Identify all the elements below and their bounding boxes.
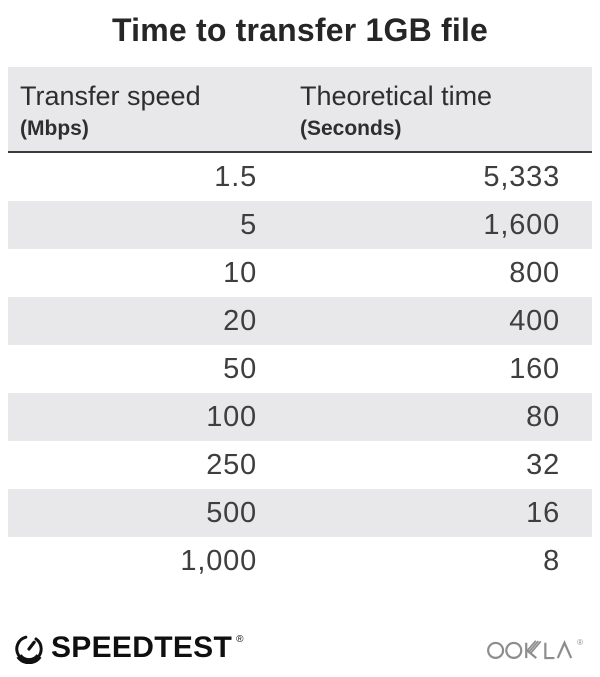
cell-theoretical-time: 1,600 [483,208,560,241]
cell-transfer-speed: 10 [223,256,257,289]
ookla-wordmark-icon [487,639,573,659]
cell-theoretical-time: 400 [509,304,560,337]
table-row: 500 16 [8,489,592,537]
table-row: 50 160 [8,345,592,393]
table-row: 100 80 [8,393,592,441]
column-header-label: Transfer speed [20,81,201,111]
table-body: 1.5 5,333 5 1,600 10 800 20 400 50 160 100 80 250 32 5… [8,153,592,585]
column-header-theoretical-time: Theoretical time (Seconds) [300,80,560,151]
registered-trademark-icon: ® [577,637,583,647]
speedtest-gauge-icon [15,635,43,664]
table-row: 1.5 5,333 [8,153,592,201]
table-row: 1,000 8 [8,537,592,585]
transfer-time-table: Transfer speed (Mbps) Theoretical time (… [8,67,592,585]
page-title: Time to transfer 1GB file [111,12,489,48]
table-header-row: Transfer speed (Mbps) Theoretical time (… [8,67,592,153]
cell-transfer-speed: 500 [206,496,257,529]
cell-transfer-speed: 5 [240,208,257,241]
speedtest-wordmark: SPEEDTEST [51,631,233,664]
ookla-logo: ® [487,635,583,662]
column-header-transfer-speed: Transfer speed (Mbps) [20,80,300,151]
cell-theoretical-time: 32 [526,448,560,481]
cell-transfer-speed: 1,000 [180,544,257,577]
cell-theoretical-time: 8 [543,544,560,577]
cell-theoretical-time: 80 [526,400,560,433]
cell-transfer-speed: 20 [223,304,257,337]
table-row: 20 400 [8,297,592,345]
registered-trademark-icon: ® [236,634,244,645]
column-header-unit: (Mbps) [20,117,89,140]
footer: SPEEDTEST ® ® [14,630,583,666]
cell-theoretical-time: 5,333 [483,160,560,193]
column-header-label: Theoretical time [300,81,493,111]
cell-transfer-speed: 1.5 [214,160,257,193]
table-row: 10 800 [8,249,592,297]
table-row: 250 32 [8,441,592,489]
cell-transfer-speed: 100 [206,400,257,433]
cell-theoretical-time: 800 [509,256,560,289]
column-header-unit: (Seconds) [300,117,402,140]
cell-theoretical-time: 160 [509,352,560,385]
cell-transfer-speed: 250 [206,448,257,481]
cell-transfer-speed: 50 [223,352,257,385]
cell-theoretical-time: 16 [526,496,560,529]
table-row: 5 1,600 [8,201,592,249]
speedtest-logo: SPEEDTEST ® [14,632,243,664]
